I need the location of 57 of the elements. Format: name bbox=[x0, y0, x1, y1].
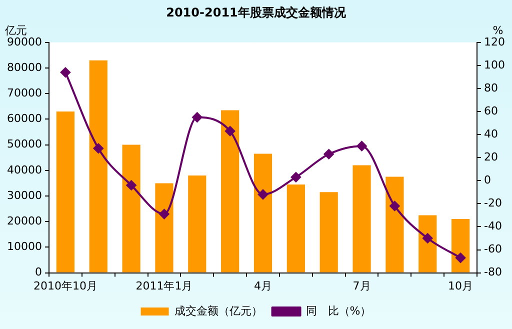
x-tick-label: 4月 bbox=[254, 279, 272, 292]
y-tick-label: 40000 bbox=[6, 163, 42, 176]
point bbox=[60, 67, 70, 78]
y2-tick-label: -20 bbox=[484, 196, 502, 210]
point bbox=[290, 172, 301, 182]
bar bbox=[155, 183, 174, 272]
bar bbox=[286, 184, 305, 272]
bar bbox=[56, 112, 75, 272]
point bbox=[324, 149, 334, 160]
bar bbox=[418, 215, 437, 272]
y-axis-title: 亿元 bbox=[4, 24, 27, 37]
point bbox=[258, 189, 268, 200]
y2-axis-title: % bbox=[492, 24, 504, 37]
y-tick-label: 10000 bbox=[6, 240, 42, 254]
y2-tick-label: -60 bbox=[484, 242, 502, 256]
point bbox=[126, 180, 136, 190]
point bbox=[159, 209, 170, 220]
y-tick-label: 50000 bbox=[6, 138, 42, 151]
point bbox=[422, 233, 433, 244]
point bbox=[456, 252, 466, 263]
y2-tick-label: 60 bbox=[484, 104, 498, 118]
y-tick-label: 80000 bbox=[6, 60, 42, 74]
bar bbox=[320, 192, 338, 272]
y-tick-label: 0 bbox=[34, 266, 42, 279]
y2-tick-label: 0 bbox=[484, 174, 492, 186]
x-tick-label: 10月 bbox=[448, 279, 474, 292]
y2-tick-label: 40 bbox=[484, 127, 498, 140]
legend-label: 同 比（%） bbox=[306, 304, 372, 318]
point bbox=[390, 200, 400, 211]
bar bbox=[122, 144, 140, 272]
x-tick-label: 2010年10月 bbox=[33, 279, 98, 292]
y2-tick-label: -80 bbox=[484, 266, 502, 279]
y2-tick-label: 80 bbox=[484, 81, 498, 94]
chart-title: 2010-2011年股票成交金额情况 bbox=[166, 5, 347, 20]
x-tick-label: 7月 bbox=[352, 279, 371, 292]
y2-tick-label: -40 bbox=[484, 220, 502, 233]
y2-tick-label: 120 bbox=[484, 35, 506, 48]
bar bbox=[221, 110, 240, 272]
bar bbox=[89, 60, 108, 272]
bar bbox=[352, 165, 371, 272]
legend-label: 成交金额（亿元） bbox=[174, 304, 262, 318]
y2-tick-label: 100 bbox=[484, 58, 506, 72]
point bbox=[356, 141, 367, 152]
y-tick-label: 90000 bbox=[6, 35, 42, 48]
y-tick-label: 70000 bbox=[6, 86, 42, 100]
x-tick-label: 2011年1月 bbox=[136, 279, 193, 292]
bar bbox=[386, 176, 404, 272]
point bbox=[192, 112, 202, 122]
bar bbox=[451, 219, 470, 272]
point bbox=[225, 126, 236, 136]
bar bbox=[188, 176, 206, 272]
point bbox=[93, 143, 104, 154]
y2-tick-label: 20 bbox=[484, 150, 498, 164]
y-tick-label: 30000 bbox=[6, 188, 42, 202]
bar bbox=[254, 154, 272, 272]
y-tick-label: 20000 bbox=[6, 214, 42, 228]
y-tick-label: 60000 bbox=[6, 112, 42, 126]
